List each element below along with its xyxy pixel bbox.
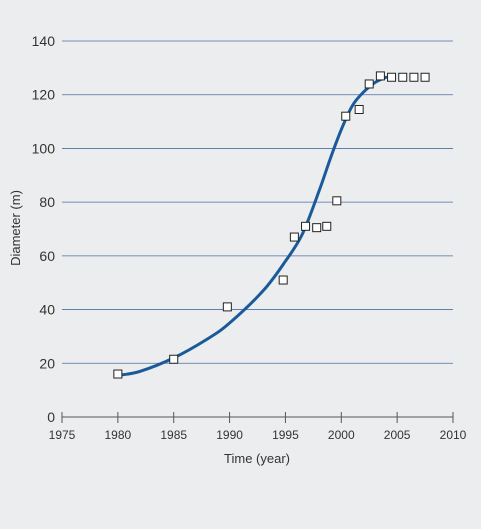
x-tick-label: 2000 (328, 428, 355, 442)
x-tick-label: 1975 (49, 428, 76, 442)
data-point (364, 79, 374, 89)
trend-line (116, 75, 388, 377)
data-point (354, 104, 364, 114)
x-tick-label: 1985 (160, 428, 187, 442)
data-point (341, 111, 351, 121)
y-axis-label: Diameter (m) (8, 190, 23, 266)
y-tick-label: 20 (39, 355, 55, 371)
fitted-curve (116, 75, 388, 377)
data-point (169, 354, 179, 364)
data-markers (113, 71, 430, 379)
y-tick-label: 40 (39, 302, 55, 318)
data-point (387, 72, 397, 82)
x-tick-label: 2005 (384, 428, 411, 442)
data-point (322, 221, 332, 231)
y-tick-label: 0 (47, 409, 55, 425)
data-point (222, 302, 232, 312)
data-point (420, 72, 430, 82)
y-tick-label: 60 (39, 248, 55, 264)
data-point (289, 232, 299, 242)
gridlines (62, 40, 453, 364)
data-point (375, 71, 385, 81)
y-tick-label: 140 (32, 33, 56, 49)
data-point (398, 72, 408, 82)
data-point (301, 221, 311, 231)
data-point (409, 72, 419, 82)
data-point (332, 196, 342, 206)
x-axis-label: Time (year) (224, 451, 290, 466)
data-point (113, 369, 123, 379)
data-point (278, 275, 288, 285)
x-tick-label: 1995 (272, 428, 299, 442)
y-tick-label: 100 (32, 140, 56, 156)
axis-labels: Time (year) Diameter (m) (8, 190, 290, 466)
y-tick-label: 80 (39, 194, 55, 210)
x-tick-label: 2010 (440, 428, 467, 442)
y-tick-label: 120 (32, 87, 56, 103)
x-tick-label: 1980 (105, 428, 132, 442)
x-tick-label: 1990 (216, 428, 243, 442)
data-point (312, 223, 322, 233)
axes: 0 20 40 60 80 100 120 140 1975 1980 1985 1990 1995 20… (32, 33, 467, 442)
